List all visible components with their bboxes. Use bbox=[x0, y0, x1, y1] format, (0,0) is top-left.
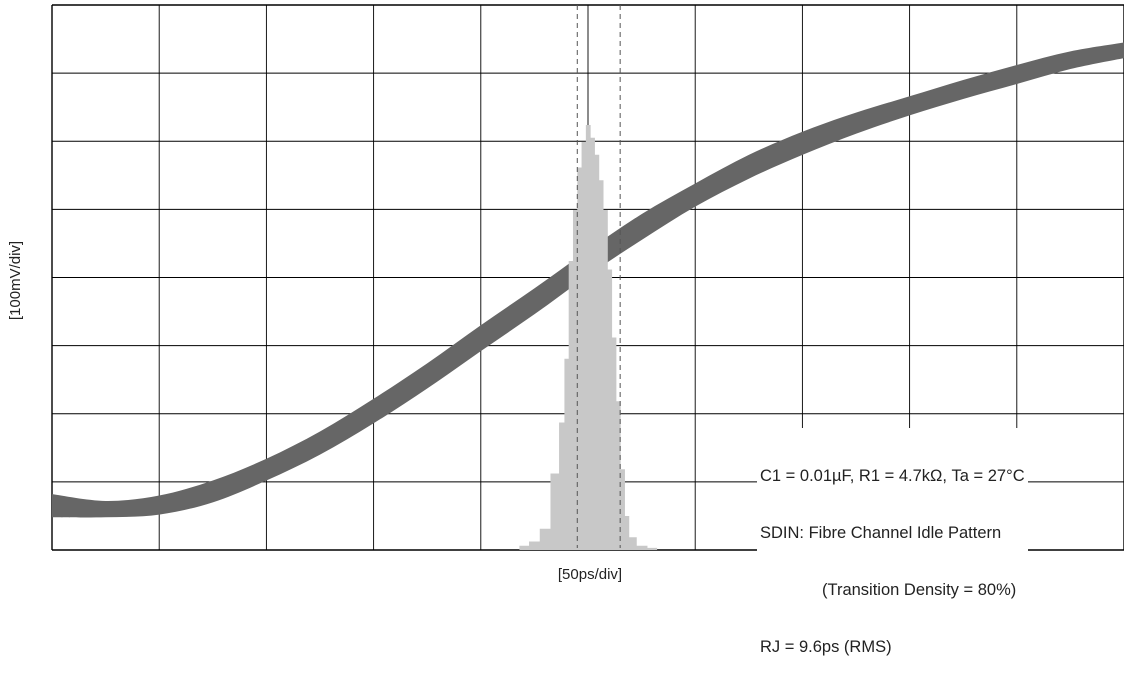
y-axis-label-text: [100mV/div] bbox=[7, 240, 25, 320]
histogram-bar-16 bbox=[611, 337, 617, 550]
histogram-bar-4 bbox=[559, 422, 565, 550]
histogram-bar-17 bbox=[615, 401, 621, 550]
annotation-line-rj: RJ = 9.6ps (RMS) bbox=[760, 638, 892, 656]
annotation-line-conditions: C1 = 0.01µF, R1 = 4.7kΩ, Ta = 27°C bbox=[760, 467, 1025, 485]
chart-svg bbox=[51, 4, 1124, 551]
histogram-bar-15 bbox=[607, 269, 613, 550]
histogram-bar-11 bbox=[590, 137, 595, 550]
histogram-bar-6 bbox=[568, 261, 574, 550]
histogram-bar-13 bbox=[598, 180, 604, 550]
histogram-bar-20 bbox=[628, 537, 637, 550]
histogram-bar-14 bbox=[603, 210, 608, 550]
histogram-bar-19 bbox=[624, 516, 630, 550]
annotation-box: C1 = 0.01µF, R1 = 4.7kΩ, Ta = 27°C SDIN:… bbox=[757, 428, 1028, 677]
histogram-bar-10 bbox=[585, 125, 591, 550]
x-axis-label: [50ps/div] bbox=[557, 566, 623, 583]
histogram-bar-22 bbox=[646, 547, 658, 550]
histogram-bar-12 bbox=[594, 154, 600, 550]
annotation-line-sdin: SDIN: Fibre Channel Idle Pattern bbox=[760, 524, 1002, 542]
histogram-bar-5 bbox=[564, 358, 570, 550]
histogram-bar-2 bbox=[539, 528, 551, 550]
histogram-bar-8 bbox=[577, 167, 583, 550]
histogram-bar-21 bbox=[636, 545, 648, 550]
histogram-bar-18 bbox=[620, 469, 625, 550]
annotation-line-density: (Transition Density = 80%) bbox=[822, 581, 1017, 599]
histogram-bar-1 bbox=[529, 541, 541, 550]
histogram-bar-7 bbox=[572, 210, 578, 550]
histogram-bar-9 bbox=[581, 142, 587, 550]
histogram-bar-3 bbox=[550, 473, 560, 550]
histogram-bar-0 bbox=[519, 545, 530, 550]
y-axis-label: [100mV/div] bbox=[2, 150, 30, 410]
